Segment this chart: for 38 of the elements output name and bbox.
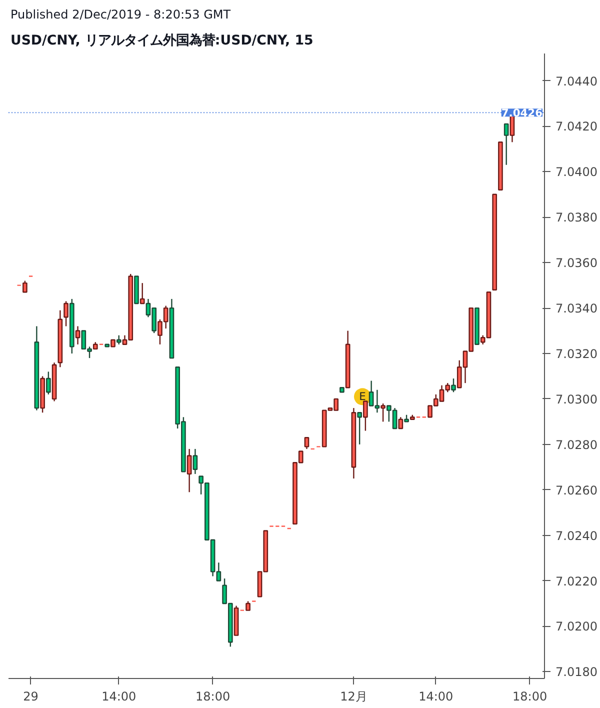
y-tick-label: 7.0200 (556, 620, 598, 634)
candlestick (116, 334, 122, 346)
candlestick (75, 326, 80, 346)
text: Published 2/Dec/2019 - 8:20:53 GMT (10, 8, 232, 22)
y-tick-label: 7.0260 (556, 483, 598, 498)
candlestick (357, 412, 362, 446)
candlestick (451, 378, 456, 393)
candlestick (504, 123, 509, 166)
candlestick (192, 448, 198, 475)
x-tick-label: 18:00 (196, 690, 230, 704)
y-tick-label: 7.0420 (556, 120, 598, 134)
candlestick (380, 402, 386, 422)
x-tick-label: 12月 (340, 690, 368, 704)
x-tick-label: 29 (23, 690, 38, 704)
y-tick-label: 7.0240 (556, 528, 598, 543)
ref-line-label: 7.0426 (501, 106, 543, 120)
candlestick (46, 371, 51, 396)
candlestick (398, 416, 404, 430)
candlestick (186, 448, 192, 493)
candlestick (363, 400, 368, 432)
y-tick-label: 7.0440 (556, 74, 598, 88)
y-tick-label: 7.0280 (556, 438, 598, 452)
y-tick-label: 7.0220 (556, 574, 598, 588)
x-tick-label: 18:00 (512, 690, 548, 704)
y-tick-label: 7.0340 (556, 302, 598, 316)
x-tick-label: 14:00 (102, 690, 136, 704)
candlestick (140, 282, 145, 304)
x-tick-label: 14:00 (418, 690, 454, 704)
y-tick-label: 7.0320 (556, 347, 598, 361)
candlestick (304, 436, 310, 450)
y-tick-label: 7.0400 (556, 165, 598, 180)
y-tick-label: 7.0360 (556, 256, 598, 270)
y-tick-label: 7.0180 (556, 665, 598, 680)
annotation: E (359, 390, 366, 404)
y-tick-label: 7.0300 (556, 392, 598, 406)
candlestick (64, 300, 68, 327)
y-tick-label: 7.0380 (556, 210, 598, 225)
chart-title: USD/CNY, リアルタイム外国為替:USD/CNY, 15 (10, 34, 314, 48)
